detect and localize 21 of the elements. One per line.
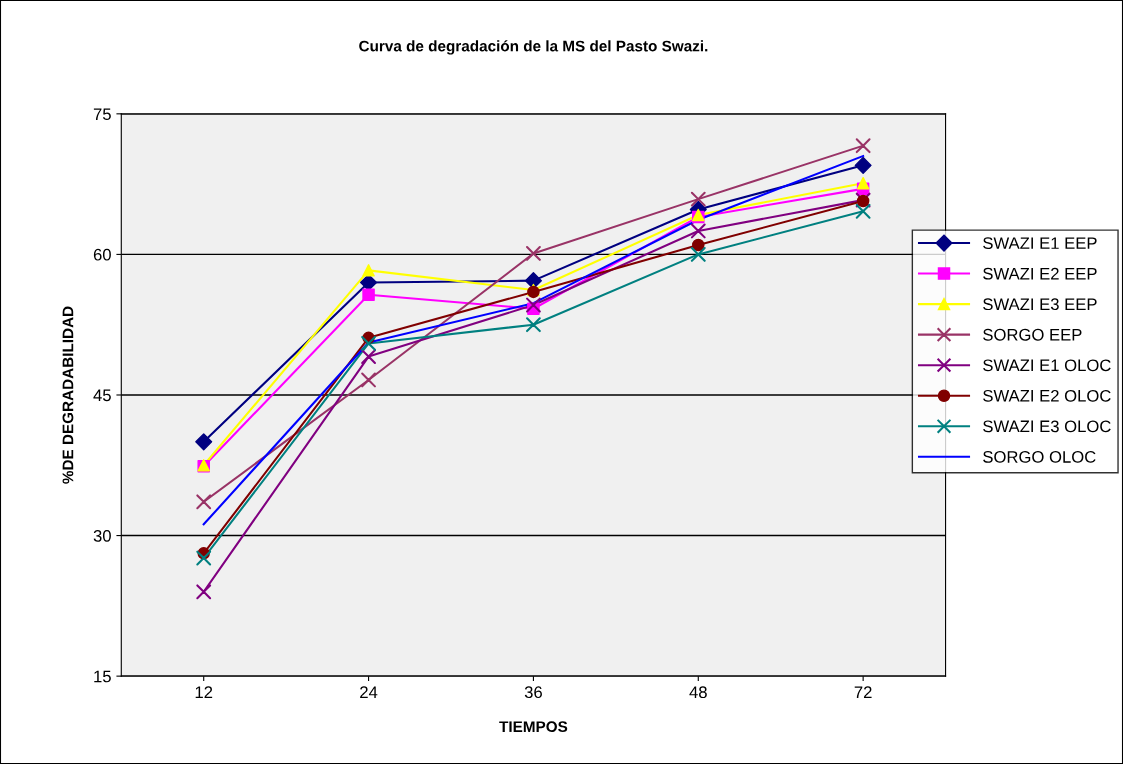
y-tick-label: 15: [94, 670, 111, 683]
x-tick-label: 36: [524, 686, 542, 699]
chart-title: Curva de degradación de la MS del Pasto Swazi.: [359, 40, 708, 55]
y-tick-label: 75: [93, 108, 111, 121]
y-tick-label: 30: [93, 529, 111, 542]
x-tick-label: 48: [689, 686, 707, 699]
y-tick-label: 60: [93, 248, 111, 261]
legend-label: SWAZI E1 OLOC: [983, 359, 1111, 372]
y-tick-label: 45: [93, 389, 111, 402]
legend-label: SWAZI E3 OLOC: [983, 420, 1111, 433]
x-axis-title: TIEMPOS: [499, 721, 568, 733]
y-axis-title: %DE DEGRADABILIDAD: [62, 306, 74, 484]
x-tick-label: 72: [854, 686, 872, 698]
legend-label: SWAZI E2 EEP: [983, 267, 1097, 280]
legend-label: SWAZI E1 EEP: [983, 237, 1097, 250]
legend-label: SORGO OLOC: [983, 450, 1096, 463]
x-tick-label: 12: [195, 686, 213, 698]
legend-label: SWAZI E2 OLOC: [983, 389, 1111, 402]
x-tick-label: 24: [360, 686, 378, 698]
legend-label: SWAZI E3 EEP: [983, 298, 1097, 311]
legend-label: SORGO EEP: [983, 328, 1082, 341]
